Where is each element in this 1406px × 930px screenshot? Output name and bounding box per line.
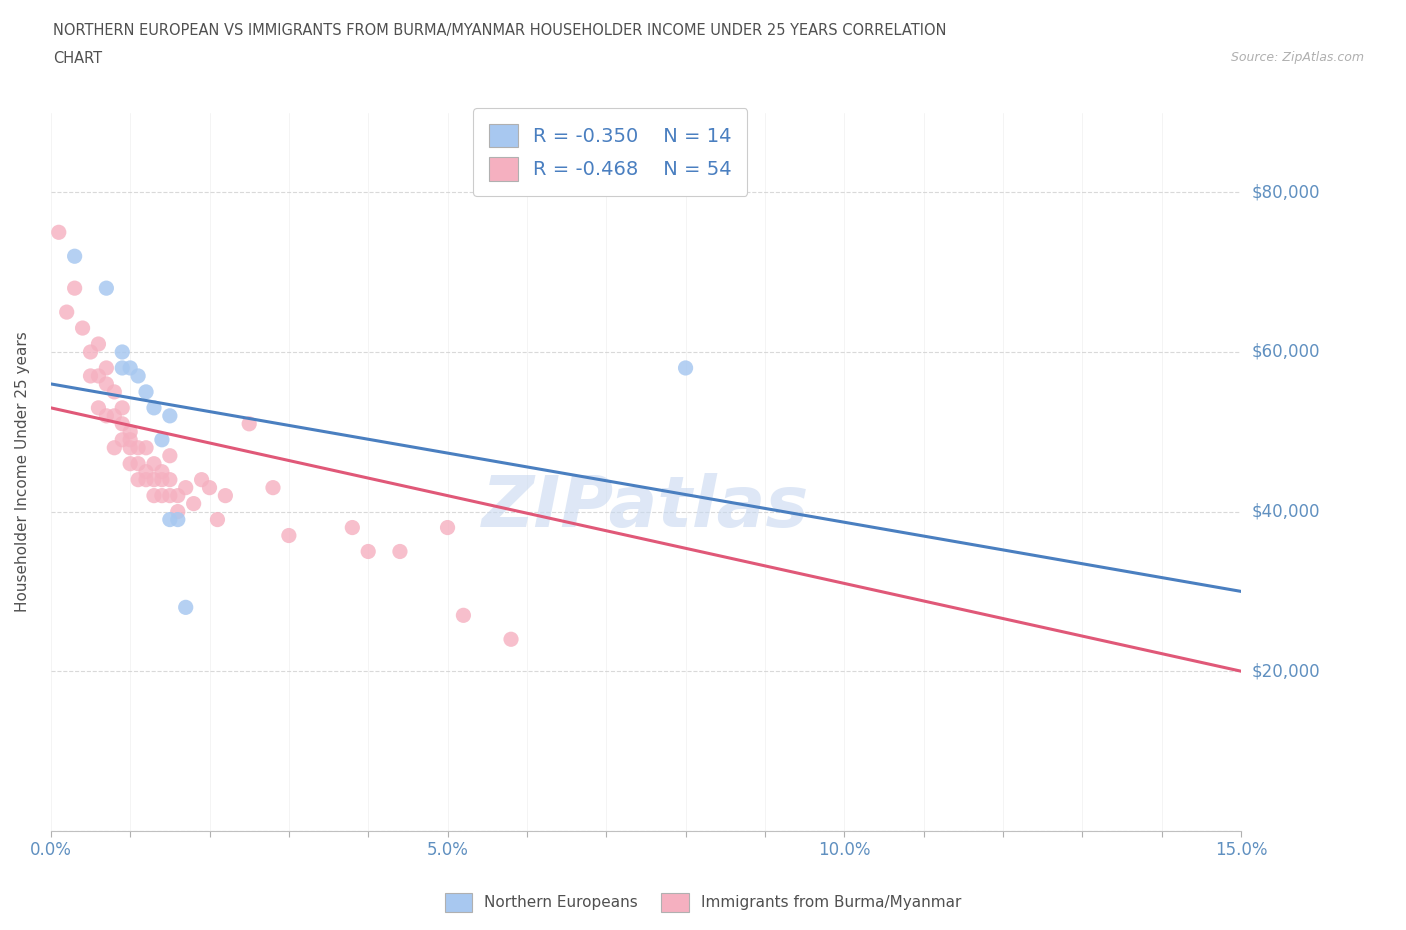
Point [103, 440, 125, 455]
Legend: Northern Europeans, Immigrants from Burma/Myanmar: Northern Europeans, Immigrants from Burm… [439, 887, 967, 918]
Point [174, 480, 197, 495]
Point [238, 417, 260, 432]
Point [174, 600, 197, 615]
Point [135, 384, 157, 399]
Point [79, 368, 101, 383]
Point [207, 512, 229, 527]
Point [63, 249, 86, 264]
Point [159, 488, 181, 503]
Point [166, 504, 188, 519]
Point [143, 401, 166, 416]
Text: $60,000: $60,000 [1253, 343, 1320, 361]
Point [135, 464, 157, 479]
Point [499, 631, 522, 646]
Point [159, 472, 181, 487]
Point [127, 368, 149, 383]
Point [135, 440, 157, 455]
Point [111, 417, 134, 432]
Point [111, 401, 134, 416]
Point [96, 281, 118, 296]
Point [96, 408, 118, 423]
Point [127, 457, 149, 472]
Point [166, 488, 188, 503]
Point [87, 337, 110, 352]
Point [150, 432, 173, 447]
Point [55, 305, 77, 320]
Point [675, 361, 697, 376]
Point [48, 225, 70, 240]
Point [143, 457, 166, 472]
Point [150, 472, 173, 487]
Text: ZIPatlas: ZIPatlas [482, 473, 810, 542]
Point [453, 608, 475, 623]
Point [87, 368, 110, 383]
Point [120, 432, 142, 447]
Point [388, 544, 411, 559]
Point [127, 440, 149, 455]
Point [127, 472, 149, 487]
Point [277, 528, 299, 543]
Point [166, 512, 188, 527]
Point [79, 344, 101, 359]
Point [96, 377, 118, 392]
Point [342, 520, 364, 535]
Point [111, 361, 134, 376]
Point [103, 384, 125, 399]
Point [183, 497, 205, 512]
Point [357, 544, 380, 559]
Point [135, 472, 157, 487]
Point [87, 401, 110, 416]
Point [159, 408, 181, 423]
Legend: R = -0.350    N = 14, R = -0.468    N = 54: R = -0.350 N = 14, R = -0.468 N = 54 [472, 108, 748, 196]
Text: Source: ZipAtlas.com: Source: ZipAtlas.com [1230, 51, 1364, 64]
Point [143, 472, 166, 487]
Point [111, 344, 134, 359]
Text: CHART: CHART [53, 51, 103, 66]
Point [214, 488, 236, 503]
Y-axis label: Householder Income Under 25 years: Householder Income Under 25 years [15, 331, 30, 612]
Point [120, 424, 142, 439]
Point [159, 448, 181, 463]
Point [150, 464, 173, 479]
Point [190, 472, 212, 487]
Text: $80,000: $80,000 [1253, 183, 1320, 202]
Point [143, 488, 166, 503]
Point [111, 432, 134, 447]
Point [262, 480, 284, 495]
Point [72, 321, 94, 336]
Point [159, 512, 181, 527]
Point [150, 488, 173, 503]
Point [120, 440, 142, 455]
Point [198, 480, 221, 495]
Point [103, 408, 125, 423]
Point [120, 457, 142, 472]
Point [96, 361, 118, 376]
Text: NORTHERN EUROPEAN VS IMMIGRANTS FROM BURMA/MYANMAR HOUSEHOLDER INCOME UNDER 25 Y: NORTHERN EUROPEAN VS IMMIGRANTS FROM BUR… [53, 23, 946, 38]
Point [63, 281, 86, 296]
Text: $40,000: $40,000 [1253, 502, 1320, 521]
Text: $20,000: $20,000 [1253, 662, 1320, 680]
Point [120, 361, 142, 376]
Point [436, 520, 458, 535]
